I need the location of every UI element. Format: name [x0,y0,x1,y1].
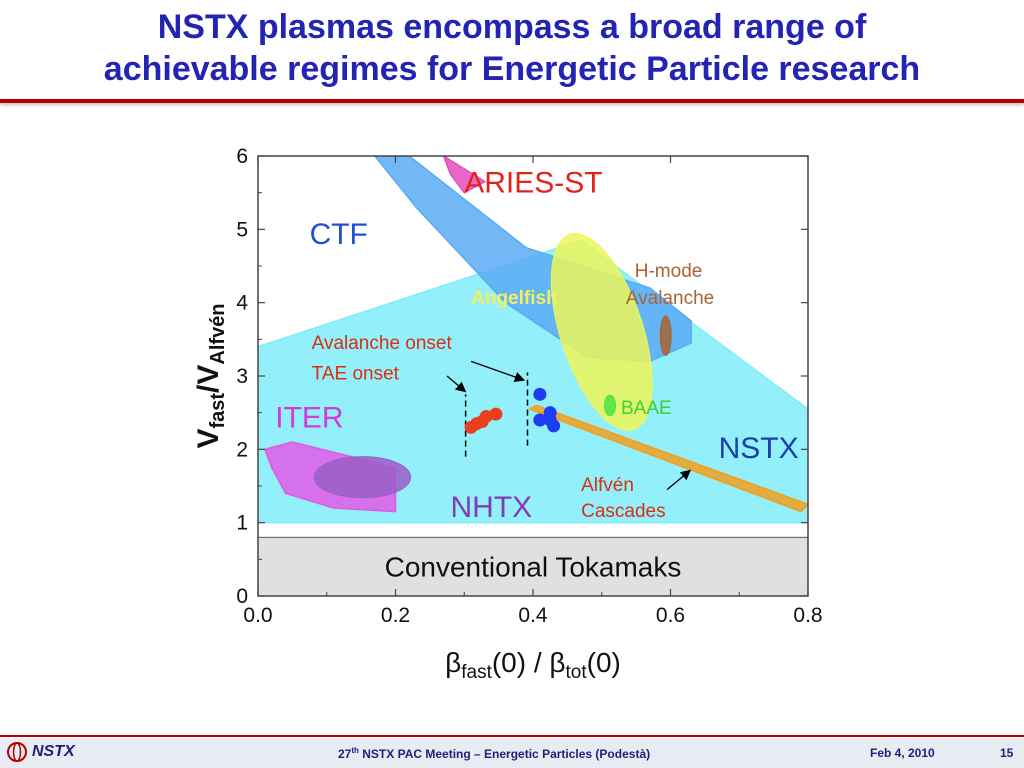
conventional-tokamaks-label: Conventional Tokamaks [385,552,682,583]
point-avalanche-onset-2 [533,413,547,427]
x-axis-label: βfast(0) / βtot(0) [445,647,621,680]
footer-page-number: 15 [1000,746,1014,760]
y-tick-label-6: 6 [236,145,248,168]
nstx-logo: NSTX [6,741,75,763]
energetic-particle-regime-chart: Conventional Tokamaks ARIES-ST CTF Angelfi… [192,145,823,680]
nstx-logo-icon [7,742,27,762]
conventional-tokamaks-band [258,536,808,596]
annotation-arrow-2 [470,360,526,382]
x-tick-label-0-2: 0.2 [381,604,410,627]
title-line-1: NSTX plasmas encompass a broad range of [157,8,867,46]
label-avalanche: Avalanche [626,288,714,309]
label-nstx: NSTX [719,432,799,465]
nstx-logo-text: NSTX [32,743,75,760]
label-ctf: CTF [310,218,368,251]
annotation-arrow-3 [666,469,692,491]
y-tick-label-3: 3 [236,365,248,388]
label-h-mode: H-mode [635,261,703,282]
slide-title: NSTX plasmas encompass a broad range of … [0,0,1024,90]
label-alfv-n: Alfvén [581,475,634,496]
y-tick-label-0: 0 [236,585,248,608]
point-tae-onset-5 [489,407,503,421]
y-tick-label-4: 4 [236,292,248,315]
x-tick-label-0-0: 0.0 [243,604,272,627]
title-divider [0,99,1024,103]
region-alfv-n-cascades [528,404,808,513]
region-aries-st [442,156,486,194]
region-h-mode-avalanche [659,315,672,356]
footer-date: Feb 4, 2010 [870,746,935,760]
annotation-arrow-1 [446,375,467,393]
region-angelfish [550,233,653,431]
label-cascades: Cascades [581,501,666,522]
footer-meeting-title: 27th NSTX PAC Meeting – Energetic Partic… [338,746,651,761]
x-tick-label-0-6: 0.6 [656,604,685,627]
label-nhtx: NHTX [451,491,533,524]
point-avalanche-onset-5 [547,419,561,433]
x-tick-label-0-8: 0.8 [793,604,822,627]
label-baae: BAAE [621,398,672,419]
label-aries-st: ARIES-ST [464,167,602,200]
footer: NSTX 27th NSTX PAC Meeting – Energetic P… [0,738,1024,768]
footer-divider [0,735,1024,737]
label-iter: ITER [275,401,343,434]
y-tick-label-2: 2 [236,438,248,461]
x-tick-label-0-4: 0.4 [518,604,548,627]
title-line-2: achievable regimes for Energetic Particl… [103,50,921,88]
label-avalanche-onset: Avalanche onset [312,333,453,354]
y-axis-label: Vfast/VAlfvén [192,303,229,448]
label-angelfish: Angelfish [471,288,558,309]
label-tae-onset: TAE onset [312,364,400,385]
y-tick-label-5: 5 [236,218,248,241]
y-tick-label-1: 1 [236,512,248,535]
region-nhtx [313,456,412,499]
point-avalanche-onset-1 [533,387,547,401]
region-baae [604,394,616,417]
